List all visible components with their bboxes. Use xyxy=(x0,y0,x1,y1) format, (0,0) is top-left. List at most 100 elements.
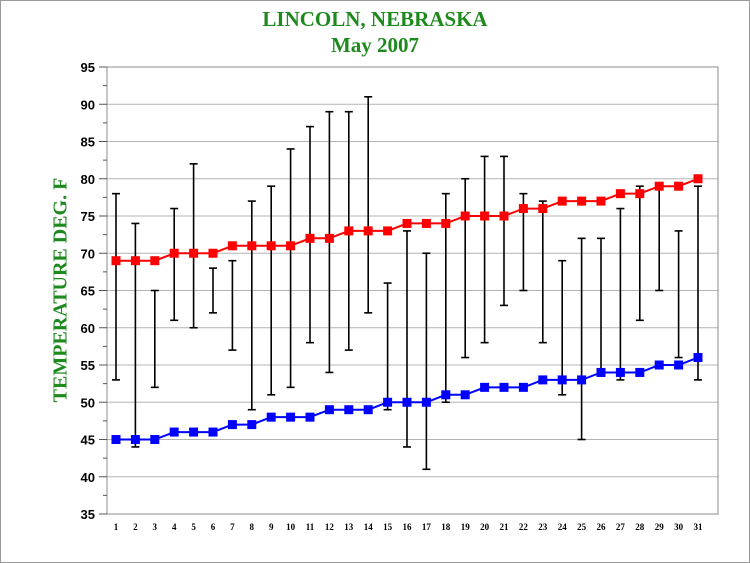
y-tick-label-75: 75 xyxy=(81,209,95,224)
series-2-point-6 xyxy=(208,427,218,437)
series-1-point-30 xyxy=(674,181,684,191)
series-1-point-11 xyxy=(305,233,315,243)
series-2-point-25 xyxy=(577,375,587,385)
y-tick-label-90: 90 xyxy=(81,97,95,112)
x-tick-label-18: 18 xyxy=(441,522,451,532)
x-tick-label-7: 7 xyxy=(230,522,235,532)
x-tick-label-19: 19 xyxy=(461,522,471,532)
series-markers xyxy=(111,174,703,444)
daily-ranges xyxy=(112,96,702,471)
range-bar-4 xyxy=(170,207,179,322)
range-bar-3 xyxy=(150,289,159,389)
y-tick-label-85: 85 xyxy=(81,135,95,150)
series-2-point-23 xyxy=(538,375,548,385)
series-2-point-4 xyxy=(169,427,179,437)
series-1-point-28 xyxy=(635,189,645,199)
series-2-point-24 xyxy=(557,375,567,385)
x-tick-label-17: 17 xyxy=(422,522,432,532)
series-1-point-14 xyxy=(363,226,373,236)
range-bar-23 xyxy=(538,200,547,344)
series-2-point-10 xyxy=(286,412,296,422)
series-1-point-16 xyxy=(402,218,412,228)
range-bar-19 xyxy=(461,177,470,359)
series-1-point-18 xyxy=(441,218,451,228)
range-bar-28 xyxy=(635,185,644,322)
x-tick-label-4: 4 xyxy=(172,522,177,532)
series-1-point-9 xyxy=(266,241,276,251)
series-1-point-6 xyxy=(208,248,218,258)
series-2-point-9 xyxy=(266,412,276,422)
series-2-point-28 xyxy=(635,367,645,377)
x-tick-label-30: 30 xyxy=(674,522,684,532)
series-2-point-31 xyxy=(693,353,703,363)
series-2-point-26 xyxy=(596,367,606,377)
x-axis: 1 2 3 4 5 6 7 8 9 10 11 12 13 14 15 16 17 18 19 20 21 22 23 24 2… xyxy=(114,522,703,532)
x-tick-label-15: 15 xyxy=(383,522,393,532)
range-bar-5 xyxy=(189,163,198,329)
series-2-point-12 xyxy=(324,405,334,415)
series-1-point-20 xyxy=(480,211,490,221)
series-2-point-15 xyxy=(383,397,393,407)
series-1-point-5 xyxy=(189,248,199,258)
y-tick-label-70: 70 xyxy=(81,246,95,261)
range-bar-21 xyxy=(500,155,508,307)
range-bar-14 xyxy=(364,96,373,314)
series-2-point-29 xyxy=(654,360,664,370)
series-1-point-17 xyxy=(421,218,431,228)
range-bar-31 xyxy=(694,185,702,381)
y-minor-ticks xyxy=(103,85,107,496)
series-2-point-27 xyxy=(615,367,625,377)
series-1-point-12 xyxy=(324,233,334,243)
series-2-point-11 xyxy=(305,412,315,422)
x-tick-label-29: 29 xyxy=(655,522,665,532)
range-bar-29 xyxy=(655,185,664,292)
series-2-point-17 xyxy=(421,397,431,407)
series-1-point-13 xyxy=(344,226,354,236)
x-tick-label-12: 12 xyxy=(325,522,335,532)
range-bar-30 xyxy=(674,230,683,359)
range-bar-26 xyxy=(597,237,605,374)
range-bar-15 xyxy=(383,282,392,411)
x-tick-label-25: 25 xyxy=(577,522,587,532)
y-tick-label-55: 55 xyxy=(81,358,95,373)
series-1-point-7 xyxy=(227,241,237,251)
series-2-point-7 xyxy=(227,420,237,430)
series-1-point-26 xyxy=(596,196,606,206)
x-tick-label-1: 1 xyxy=(114,522,119,532)
series-2-point-19 xyxy=(460,390,470,400)
x-tick-label-21: 21 xyxy=(500,522,510,532)
range-bar-10 xyxy=(286,148,295,389)
x-tick-label-3: 3 xyxy=(153,522,158,532)
range-bar-16 xyxy=(403,230,411,448)
range-bar-27 xyxy=(616,207,625,381)
y-tick-label-60: 60 xyxy=(81,321,95,336)
series-2-point-13 xyxy=(344,405,354,415)
series-2-point-5 xyxy=(189,427,199,437)
series-2-point-14 xyxy=(363,405,373,415)
y-tick-label-80: 80 xyxy=(81,172,95,187)
series-1-point-27 xyxy=(615,189,625,199)
x-tick-label-16: 16 xyxy=(403,522,413,532)
series-1-point-1 xyxy=(111,256,121,266)
series-2-point-21 xyxy=(499,382,509,392)
series-2-point-30 xyxy=(674,360,684,370)
y-tick-label-95: 95 xyxy=(81,60,95,75)
series-2-point-16 xyxy=(402,397,412,407)
x-tick-label-13: 13 xyxy=(344,522,354,532)
x-tick-label-14: 14 xyxy=(364,522,374,532)
series-1-point-21 xyxy=(499,211,509,221)
range-bar-25 xyxy=(577,237,586,441)
x-tick-label-22: 22 xyxy=(519,522,529,532)
x-tick-label-2: 2 xyxy=(133,522,138,532)
series-2-point-3 xyxy=(150,435,160,444)
y-axis: 35 40 45 50 55 60 65 70 75 80 85 90 95 xyxy=(81,60,107,522)
range-bar-18 xyxy=(441,192,450,404)
series-2-point-8 xyxy=(247,420,257,430)
range-bar-7 xyxy=(228,259,237,351)
range-bar-20 xyxy=(480,155,489,344)
range-bar-6 xyxy=(209,267,217,314)
series-1-point-25 xyxy=(577,196,587,206)
range-bar-1 xyxy=(112,192,120,381)
range-bar-24 xyxy=(558,259,567,396)
